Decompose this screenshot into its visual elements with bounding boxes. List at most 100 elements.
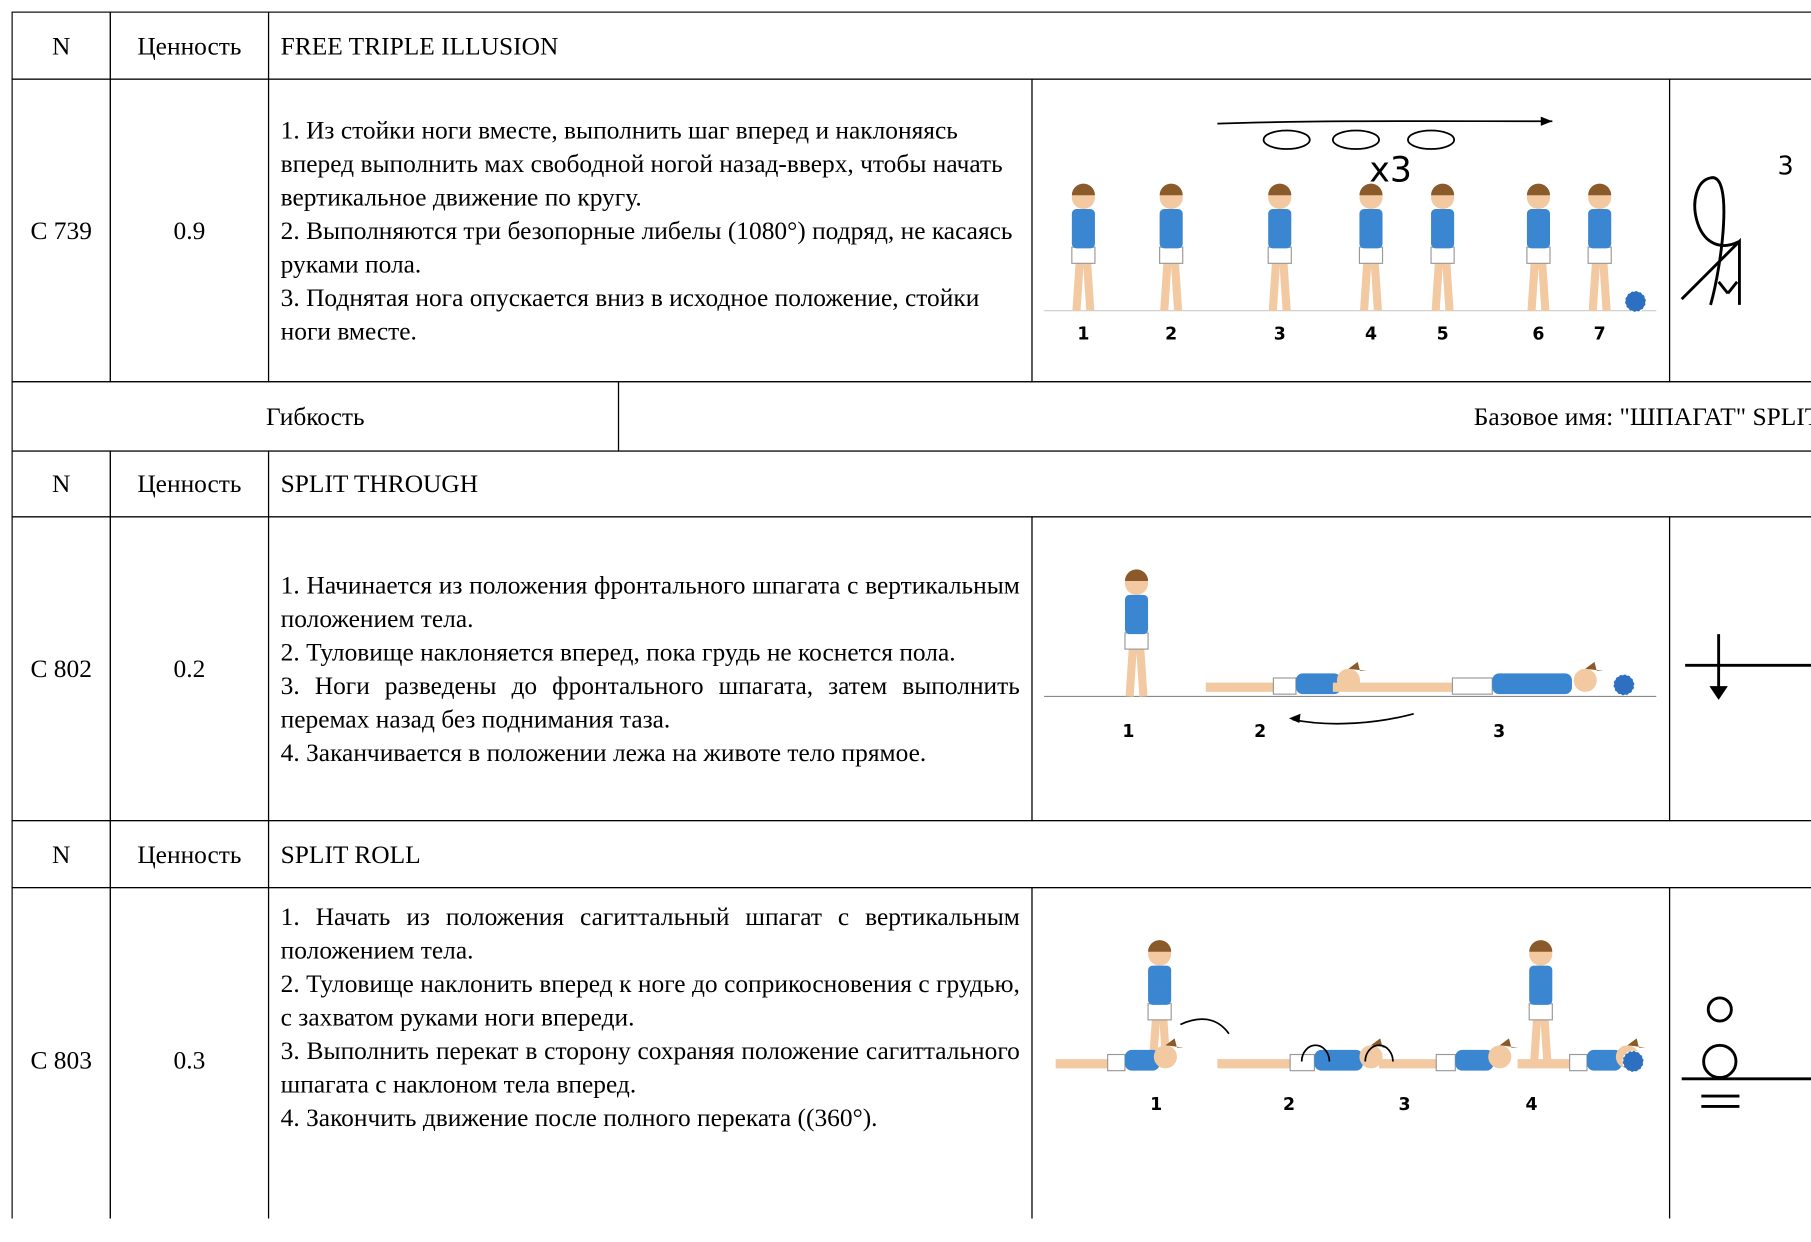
value-header: Ценность — [109, 450, 270, 518]
shape — [1573, 668, 1597, 692]
shape — [1268, 209, 1292, 249]
text: Ценность — [137, 468, 242, 498]
shape — [1135, 644, 1148, 697]
shape — [1153, 1045, 1177, 1069]
description-item: 2. Туловище наклоняется вперед, пока гру… — [280, 637, 956, 667]
text: 0.2 — [173, 653, 206, 683]
shape — [1407, 129, 1456, 150]
figure-label: x3 — [1369, 150, 1412, 190]
shape — [1159, 246, 1184, 264]
shape — [1314, 1049, 1363, 1071]
value-header: Ценность — [109, 820, 270, 889]
text: Гибкость — [265, 401, 365, 431]
figure-label: 3 — [1493, 722, 1505, 742]
shape — [1295, 673, 1341, 695]
description-item: 4. Закончить движение после полного пере… — [280, 1103, 878, 1132]
shape — [1451, 677, 1493, 695]
text: SPLIT ROLL — [280, 839, 421, 868]
shape — [1124, 632, 1149, 650]
shape — [1537, 258, 1550, 311]
shape — [1071, 209, 1095, 249]
shape — [1272, 677, 1297, 695]
shape — [1529, 940, 1553, 952]
code: C 803 — [11, 887, 111, 1219]
value: 0.9 — [109, 78, 270, 383]
figure-label: 1 — [1150, 1095, 1162, 1115]
figure-label: 2 — [1283, 1095, 1295, 1115]
illustration: x3 1 2 3 4 5 6 7 — [1044, 116, 1657, 345]
shape — [1709, 686, 1728, 700]
description-item: 3. Выполнить перекат в сторону сохраняя … — [280, 1036, 1020, 1099]
figure-label: 3 — [1274, 325, 1286, 345]
description: 1. Из стойки ноги вместе, выполнить шаг … — [267, 78, 1033, 383]
text: 0.9 — [173, 215, 206, 245]
code: C 802 — [11, 516, 111, 822]
shape — [1624, 290, 1647, 313]
element-name: SPLIT ROLL — [267, 820, 1811, 889]
shape — [1499, 1038, 1519, 1048]
text: 0.3 — [173, 1045, 206, 1075]
shape — [1586, 1049, 1622, 1071]
figure: 1 2 3 4 — [1031, 887, 1671, 1219]
shape — [1071, 246, 1096, 264]
shape — [1370, 258, 1382, 311]
shape — [1170, 258, 1183, 311]
description-item: 3. Ноги разведены до фронтального шпагат… — [280, 671, 1020, 734]
text: Ценность — [137, 839, 242, 868]
shape — [1540, 116, 1553, 126]
shape — [1148, 940, 1172, 952]
shape — [1364, 1044, 1394, 1062]
shape — [1526, 209, 1551, 249]
shape — [1159, 183, 1183, 196]
shape — [1268, 258, 1281, 311]
description-item: 3. Поднятая нога опускается вниз в исход… — [280, 282, 980, 346]
text: FREE TRIPLE ILLUSION — [280, 30, 559, 60]
illustration: 3 — [1680, 150, 1794, 306]
illustration: 1 2 3 — [1044, 569, 1657, 742]
description-item: 1. Начинается из положения фронтального … — [280, 570, 1020, 633]
description-item: 1. Начать из положения сагиттальный шпаг… — [280, 902, 1020, 965]
shape — [1360, 258, 1372, 311]
shape — [1431, 183, 1455, 196]
code: C 739 — [11, 78, 111, 383]
shape — [1148, 965, 1172, 1005]
shape — [1359, 1045, 1383, 1069]
shape — [1455, 1049, 1494, 1071]
shape — [1268, 183, 1292, 196]
group: Гибкость — [11, 381, 620, 452]
figure: 1 2 3 — [1031, 516, 1671, 822]
shape — [1430, 246, 1455, 264]
shape — [1527, 258, 1540, 311]
shape — [1442, 258, 1454, 311]
shape — [1529, 1014, 1542, 1068]
text: N — [52, 30, 71, 60]
symbol — [1668, 887, 1811, 1219]
text: C 803 — [30, 1045, 92, 1075]
shape — [1492, 673, 1572, 695]
figure-label: 1 — [1122, 722, 1134, 742]
shape — [1107, 1053, 1126, 1072]
shape — [1588, 258, 1601, 311]
shape — [1124, 1049, 1160, 1071]
shape — [1717, 280, 1739, 295]
text: C 739 — [30, 215, 92, 245]
shape — [1348, 661, 1367, 672]
shape — [1359, 209, 1383, 249]
shape — [1125, 644, 1138, 697]
shape — [1588, 183, 1612, 196]
shape — [1292, 712, 1414, 725]
shape — [1526, 183, 1551, 196]
shape — [1587, 246, 1612, 264]
shape — [1435, 1053, 1456, 1072]
symbol — [1668, 516, 1811, 822]
figure-label: 3 — [1398, 1095, 1410, 1115]
shape — [1159, 209, 1183, 249]
figure-label: 4 — [1365, 325, 1377, 345]
figure-label: 2 — [1165, 325, 1177, 345]
figure-label: 2 — [1254, 722, 1266, 742]
shape — [1585, 661, 1604, 672]
shape — [1488, 1045, 1512, 1069]
figure-label: 1 — [1077, 325, 1089, 345]
shape — [1332, 129, 1380, 150]
